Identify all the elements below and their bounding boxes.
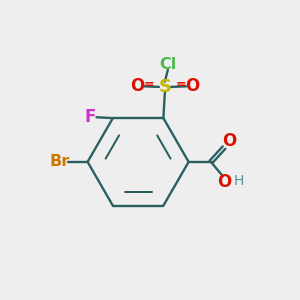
Text: Br: Br [49,154,70,169]
Text: F: F [85,108,96,126]
Text: H: H [233,174,244,188]
Text: Cl: Cl [159,57,176,72]
Text: O: O [130,77,145,95]
Text: =: = [144,78,154,91]
Text: O: O [222,132,236,150]
Text: O: O [185,77,199,95]
Text: =: = [175,78,186,91]
Text: O: O [217,173,231,191]
Text: S: S [158,78,171,96]
